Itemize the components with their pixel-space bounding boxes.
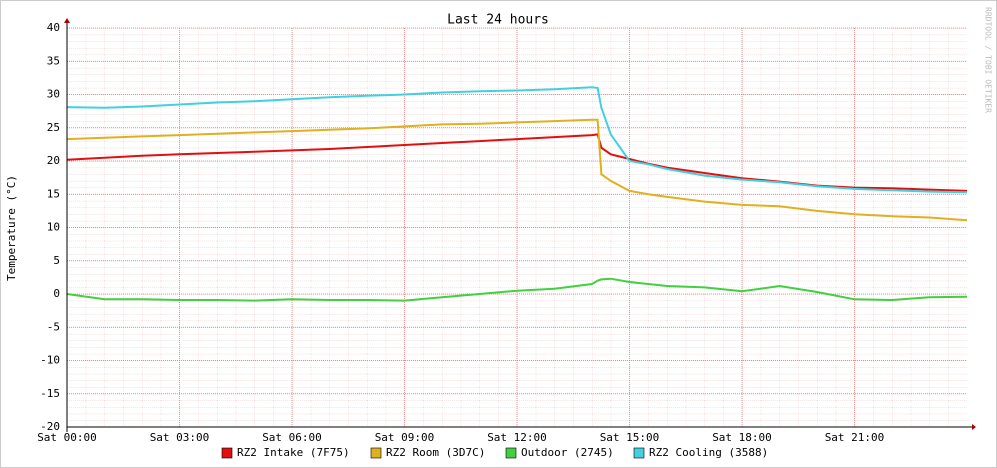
series-line [66, 86, 968, 194]
legend-label: RZ2 Cooling (3588) [649, 446, 768, 459]
legend-label: RZ2 Room (3D7C) [386, 446, 485, 459]
legend-label: Outdoor (2745) [521, 446, 614, 459]
y-tick-label: 15 [47, 187, 60, 200]
series-line [66, 118, 968, 222]
y-tick-label: 10 [47, 221, 60, 234]
y-tick-label: 30 [47, 88, 60, 101]
legend-swatch [505, 447, 517, 459]
y-tick-label: 35 [47, 54, 60, 67]
x-arrow [972, 424, 976, 430]
y-axis-label: Temperature (°C) [5, 175, 18, 281]
legend-label: RZ2 Intake (7F75) [237, 446, 350, 459]
x-tick-label: Sat 12:00 [487, 431, 547, 444]
y-tick-label: -5 [47, 320, 60, 333]
y-tick-label: 25 [47, 121, 60, 134]
x-tick-label: Sat 09:00 [375, 431, 435, 444]
x-tick-label: Sat 15:00 [600, 431, 660, 444]
x-tick-label: Sat 18:00 [712, 431, 772, 444]
y-tick-label: 5 [53, 254, 60, 267]
series-line [66, 277, 968, 302]
y-tick-label: 40 [47, 21, 60, 34]
legend-swatch [370, 447, 382, 459]
watermark: RRDTOOL / TOBI OETIKER [984, 7, 993, 113]
chart-title: Last 24 hours [447, 13, 549, 28]
legend-swatch [633, 447, 645, 459]
x-tick-label: Sat 03:00 [150, 431, 210, 444]
y-tick-label: -15 [40, 387, 60, 400]
x-tick-label: Sat 06:00 [262, 431, 322, 444]
x-tick-label: Sat 21:00 [825, 431, 885, 444]
y-tick-label: 0 [53, 287, 60, 300]
y-tick-label: 20 [47, 154, 60, 167]
x-tick-label: Sat 00:00 [37, 431, 97, 444]
y-tick-label: -20 [40, 420, 60, 433]
y-arrow [64, 18, 70, 23]
y-tick-label: -10 [40, 354, 60, 367]
legend-swatch [221, 447, 233, 459]
